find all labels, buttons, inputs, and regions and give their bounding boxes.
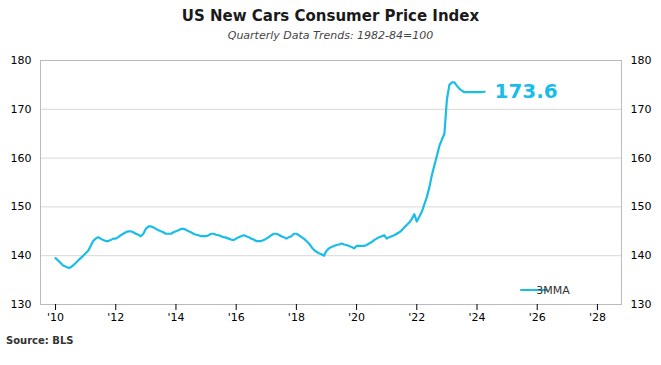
- svg-text:3MMA: 3MMA: [536, 284, 570, 297]
- svg-text:170: 170: [631, 103, 652, 116]
- html-text:US New Cars Consumer Price Ind: US New Cars Consumer Price Index: [181, 7, 480, 25]
- svg-text:'28: '28: [589, 311, 606, 324]
- svg-text:150: 150: [11, 200, 32, 213]
- svg-text:'12: '12: [107, 311, 124, 324]
- svg-text:173.6: 173.6: [495, 79, 558, 103]
- svg-text:'26: '26: [529, 311, 546, 324]
- svg-text:150: 150: [631, 200, 652, 213]
- html-text:Source: BLS: Source: BLS: [6, 335, 74, 346]
- svg-text:170: 170: [11, 103, 32, 116]
- svg-text:'18: '18: [288, 311, 305, 324]
- svg-text:140: 140: [631, 249, 652, 262]
- svg-text:140: 140: [11, 249, 32, 262]
- svg-text:'16: '16: [228, 311, 245, 324]
- svg-text:'20: '20: [348, 311, 365, 324]
- svg-text:160: 160: [631, 152, 652, 165]
- svg-text:130: 130: [11, 298, 32, 311]
- svg-text:'14: '14: [167, 311, 184, 324]
- svg-text:180: 180: [11, 54, 32, 67]
- svg-text:130: 130: [631, 298, 652, 311]
- svg-text:'22: '22: [408, 311, 425, 324]
- svg-text:160: 160: [11, 152, 32, 165]
- svg-text:'24: '24: [468, 311, 485, 324]
- svg-text:180: 180: [631, 54, 652, 67]
- svg-text:'10: '10: [47, 311, 64, 324]
- html-text:Quarterly Data Trends: 1982-84: Quarterly Data Trends: 1982-84=100: [227, 29, 434, 42]
